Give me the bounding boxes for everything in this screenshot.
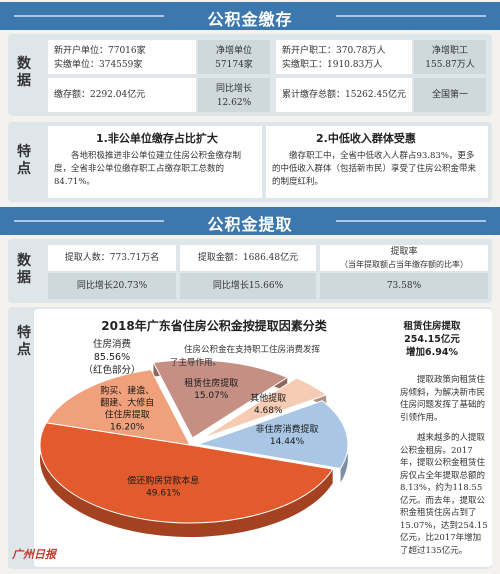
withdraw-amount-yoy: 同比增长15.66% — [212, 281, 284, 291]
amount-cell: 缴存额：2292.04亿元 — [48, 78, 196, 112]
feature-1: 1.非公单位缴存占比扩大 各地积极推进非公单位建立住房公积金缴存制度，全省非公单… — [48, 126, 262, 198]
consume-block: 住房消费 85.56% （红色部分） — [72, 338, 152, 377]
net-workers-value: 155.87万人 — [425, 60, 475, 70]
pie-slice-0 — [39, 422, 334, 524]
pie-slice-4 — [197, 400, 349, 469]
new-units: 新开户单位：77016家 — [54, 46, 146, 56]
withdraw-people-yoy-cell: 同比增长20.73% — [48, 273, 176, 299]
pie-slice-2 — [152, 359, 289, 439]
workers-cell: 新开户职工：370.78万人 实缴职工：1910.83万人 — [276, 40, 412, 74]
withdraw-rate-note: （当年提取额占当年缴存额的比率） — [340, 260, 468, 269]
chart-title: 2018年广东省住房公积金按提取因素分类 — [101, 318, 327, 333]
feature-2-title: 2.中低收入群体受惠 — [316, 132, 416, 145]
withdraw-amount-cell: 提取金额：1686.48亿元 — [180, 245, 316, 271]
pie-label-4: 非住房消费提取 14.44% — [256, 423, 319, 447]
withdraw-banner-title: 公积金提取 — [197, 211, 303, 235]
withdraw-data-tag: 数据 — [17, 253, 31, 286]
paying-units: 实缴单位：374559家 — [54, 60, 143, 70]
withdraw-people-yoy: 同比增长20.73% — [76, 281, 148, 291]
rank-cell: 全国第一 — [414, 78, 486, 112]
pie-label-0: 偿还购房贷款本息 49.61% — [127, 475, 199, 499]
deposit-data-panel: 数据 新开户单位：77016家 实缴单位：374559家 净增单位 57174家… — [8, 34, 492, 116]
withdraw-amount: 提取金额：1686.48亿元 — [197, 253, 299, 263]
deposit-total: 累计缴存总额：15262.45亿元 — [282, 90, 406, 100]
withdraw-amount-yoy-cell: 同比增长15.66% — [180, 273, 316, 299]
net-workers-cell: 净增职工 155.87万人 — [414, 40, 486, 74]
pie-slice-3 — [201, 377, 328, 439]
net-units-cell: 净增单位 57174家 — [198, 40, 270, 74]
withdraw-rate-value: 73.58% — [386, 281, 422, 291]
newspaper-logo: 广州日报 — [12, 548, 56, 561]
paying-workers: 实缴职工：1910.83万人 — [282, 60, 383, 70]
pie-slice-1 — [45, 369, 191, 446]
withdraw-people-cell: 提取人数：773.71万名 — [48, 245, 176, 271]
pie-label-1: 购买、建造、翻建、大修自住住房提取 16.20% — [100, 384, 154, 432]
deposit-amount: 缴存额：2292.04亿元 — [54, 90, 146, 100]
pie-slices: 偿还购房贷款本息 49.61% 购买、建造、翻建、大修自住住房提取 16.20% 租赁住… — [39, 359, 349, 538]
deposit-yoy-label: 同比增长 — [215, 84, 252, 94]
feature-2: 2.中低收入群体受惠 缴存职工中，全省中低收入人群占93.83%，更多的中低收入… — [266, 126, 488, 198]
rent-title: 租赁住房提取 — [403, 321, 461, 332]
net-workers-label: 净增职工 — [431, 46, 468, 56]
withdraw-rate-cell: 提取率 （当年提取额占当年缴存额的比率） — [320, 245, 488, 271]
withdraw-rate-value-cell: 73.58% — [320, 273, 488, 299]
rent-highlight: 租赁住房提取 254.15亿元 增加6.94% — [378, 320, 486, 359]
deposit-yoy-value: 12.62% — [216, 98, 252, 108]
chart-note: 住房公积金在支持职工住房消费发挥了主导作用。 — [170, 345, 321, 368]
pie-label-2: 租赁住房提取 15.07% — [184, 377, 238, 401]
withdraw-data-panel: 数据 提取人数：773.71万名 同比增长20.73% 提取金额：1686.48… — [8, 239, 492, 303]
withdraw-feature-tag: 特点 — [17, 325, 31, 358]
consume-label: 住房消费 — [92, 339, 131, 350]
deposit-yoy-cell: 同比增长 12.62% — [198, 78, 270, 112]
consume-value: 85.56% — [93, 352, 131, 363]
feature-2-text: 缴存职工中，全省中低收入人群占93.83%，更多的中低收入群体（包括新市民）享受… — [272, 151, 477, 187]
deposit-features-panel: 特点 1.非公单位缴存占比扩大 各地积极推进非公单位建立住房公积金缴存制度，全省… — [8, 122, 492, 202]
side-para-2: 越来越多的人提取公积金租房。2017年，提取公积金租赁住房仅占全年提取总额的8.… — [400, 433, 488, 556]
net-units-label: 净增单位 — [215, 46, 252, 56]
national-rank: 全国第一 — [431, 90, 468, 100]
rent-growth: 增加6.94% — [406, 347, 458, 358]
feature-1-text: 各地积极推进非公单位建立住房公积金缴存制度，全省非公单位缴存职工占缴存职工总数的… — [54, 151, 242, 187]
deposit-banner-title: 公积金缴存 — [197, 6, 303, 30]
rent-amount: 254.15亿元 — [404, 334, 460, 345]
total-cell: 累计缴存总额：15262.45亿元 — [276, 78, 412, 112]
withdraw-banner: 公积金提取 — [0, 207, 500, 235]
feature-1-title: 1.非公单位缴存占比扩大 — [96, 132, 218, 145]
pie-label-3: 其他提取 4.68% — [250, 392, 286, 416]
consume-note: （红色部分） — [83, 365, 141, 376]
deposit-banner: 公积金缴存 — [0, 2, 500, 30]
deposit-data-tag: 数据 — [17, 56, 31, 89]
net-units-value: 57174家 — [215, 60, 253, 70]
withdraw-rate-label: 提取率 — [390, 247, 418, 257]
new-workers: 新开户职工：370.78万人 — [282, 46, 386, 56]
side-para-1: 提取政策向租赁住房倾斜，为解决新市民住房问题发挥了基础的引领作用。 — [400, 375, 486, 423]
units-cell: 新开户单位：77016家 实缴单位：374559家 — [48, 40, 196, 74]
deposit-feature-tag: 特点 — [17, 144, 31, 177]
withdraw-people: 提取人数：773.71万名 — [64, 253, 160, 263]
